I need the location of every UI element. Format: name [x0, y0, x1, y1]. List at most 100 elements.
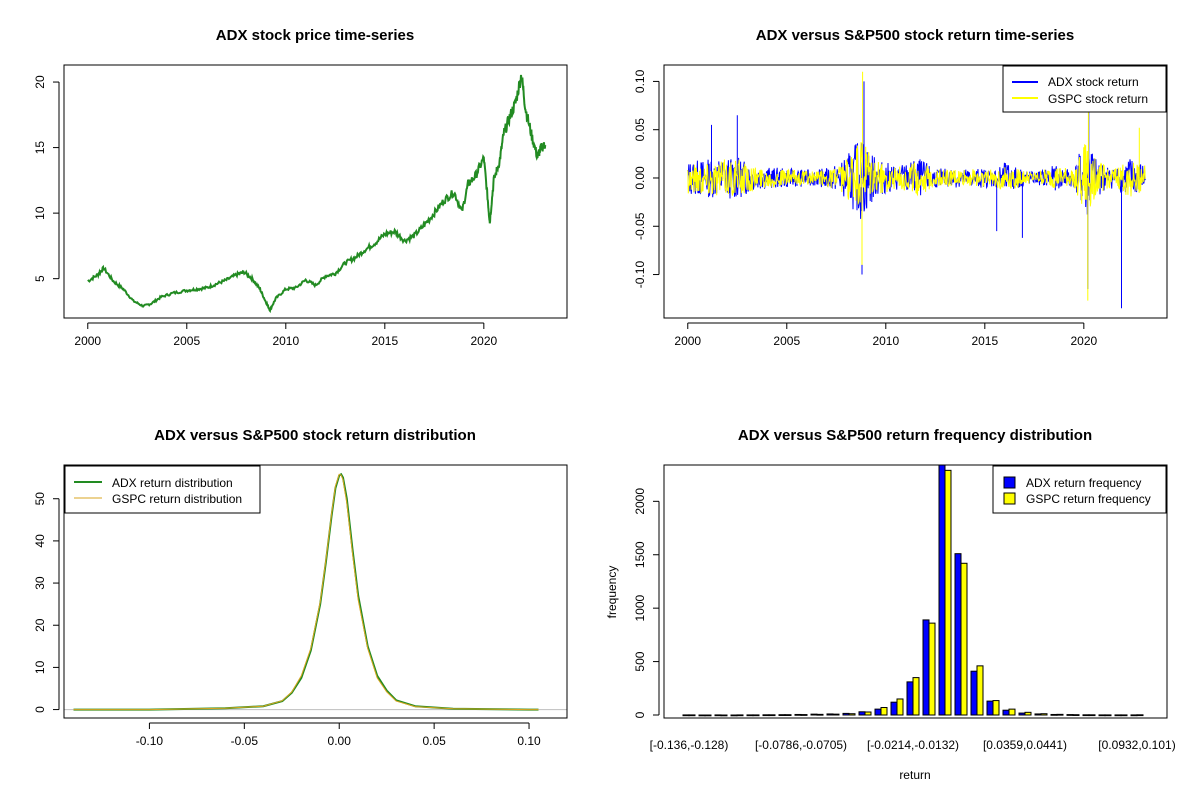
histogram-y-tick-label: 500	[633, 651, 647, 671]
histogram-y-tick-label: 0	[633, 711, 647, 718]
density-y-tick-label: 10	[33, 660, 47, 674]
gspc-frequency-bar	[928, 622, 936, 716]
density-y-tick-label: 0	[33, 706, 47, 713]
adx-frequency-bar	[762, 714, 770, 717]
density-legend: ADX return distribution GSPC return dist…	[64, 465, 261, 514]
gspc-frequency-bar	[768, 714, 776, 717]
adx-frequency-bar	[1066, 714, 1074, 716]
gspc-density-line	[73, 473, 539, 711]
price-y-tick-label: 15	[33, 141, 47, 155]
density-x-tick-label: -0.10	[136, 734, 164, 748]
gspc-frequency-bar	[1088, 714, 1096, 717]
density-axes: -0.10 -0.05 0.00 0.05 0.10 0 10 20 30 40 50	[33, 492, 541, 748]
price-x-tick-label: 2000	[74, 334, 101, 348]
returns-legend: ADX stock return GSPC stock return	[1002, 65, 1167, 113]
returns-x-tick-label: 2000	[674, 334, 701, 348]
adx-frequency-bar	[1018, 712, 1026, 716]
adx-frequency-bar	[810, 713, 818, 716]
adx-return-line	[687, 81, 1146, 309]
price-x-tick-label: 2010	[272, 334, 299, 348]
gspc-frequency-bar	[896, 698, 904, 716]
adx-frequency-bar	[1082, 714, 1090, 717]
density-series	[64, 472, 567, 711]
gspc-frequency-bar	[960, 562, 968, 716]
adx-frequency-bar	[1098, 714, 1106, 717]
returns-axes: 2000 2005 2010 2015 2020 -0.10 -0.05 0.00 0.05 0.…	[633, 69, 1097, 348]
panel-density: ADX versus S&P500 stock return distribut…	[33, 427, 568, 748]
gspc-frequency-bar	[1008, 708, 1016, 716]
gspc-frequency-bar	[976, 665, 984, 716]
adx-frequency-bar	[874, 708, 882, 716]
adx-frequency-bar	[970, 670, 978, 716]
gspc-frequency-bar	[1056, 713, 1064, 716]
gspc-frequency-bar	[720, 714, 728, 717]
density-x-tick-label: -0.05	[231, 734, 259, 748]
returns-x-tick-label: 2005	[773, 334, 800, 348]
returns-legend-box	[1002, 65, 1167, 113]
histogram-x-tick-label: [-0.0214,-0.0132)	[867, 738, 959, 752]
returns-title: ADX versus S&P500 stock return time-seri…	[756, 27, 1074, 44]
density-y-tick-label: 20	[33, 618, 47, 632]
gspc-frequency-bar	[832, 713, 840, 716]
gspc-frequency-bar	[784, 714, 792, 716]
panel-histogram: ADX versus S&P500 return frequency distr…	[605, 427, 1176, 782]
returns-x-tick-label: 2010	[872, 334, 899, 348]
gspc-frequency-bar	[944, 469, 952, 716]
price-line	[87, 74, 547, 314]
histogram-bars	[682, 464, 1144, 717]
adx-frequency-bar	[714, 714, 722, 717]
gspc-frequency-bar	[688, 714, 696, 717]
adx-frequency-bar	[938, 464, 946, 716]
returns-x-tick-label: 2015	[971, 334, 998, 348]
histogram-x-tick-label: [0.0359,0.0441)	[983, 738, 1067, 752]
adx-frequency-bar	[730, 714, 738, 717]
adx-frequency-bar	[698, 714, 706, 717]
legend-label-gspc-return: GSPC stock return	[1048, 92, 1148, 106]
adx-frequency-bar	[1050, 713, 1058, 716]
adx-frequency-bar	[778, 714, 786, 716]
gspc-frequency-bar	[1120, 714, 1128, 717]
histogram-xlabel: return	[899, 768, 930, 782]
gspc-frequency-bar	[1024, 711, 1032, 716]
histogram-legend: ADX return frequency GSPC return frequen…	[992, 465, 1167, 514]
adx-frequency-bar	[922, 619, 930, 716]
density-legend-box	[64, 465, 261, 514]
gspc-frequency-bar	[848, 713, 856, 716]
returns-y-tick-label: 0.05	[633, 118, 647, 142]
returns-series	[687, 71, 1146, 309]
histogram-ylabel: frequency	[605, 566, 619, 619]
price-series	[87, 74, 547, 314]
gspc-frequency-bar	[864, 711, 872, 716]
gspc-frequency-bar	[1072, 714, 1080, 716]
adx-frequency-bar	[1034, 713, 1042, 716]
panel-price: ADX stock price time-series 2000 2005 2010…	[33, 27, 568, 348]
gspc-frequency-bar	[752, 714, 760, 717]
gspc-frequency-bar	[992, 700, 1000, 716]
price-x-tick-label: 2015	[371, 334, 398, 348]
gspc-frequency-bar	[704, 714, 712, 717]
price-y-tick-label: 20	[33, 75, 47, 89]
density-x-tick-label: 0.00	[328, 734, 352, 748]
adx-frequency-bar	[746, 714, 754, 717]
adx-frequency-bar	[1130, 714, 1138, 717]
density-title: ADX versus S&P500 stock return distribut…	[154, 427, 476, 444]
price-axes: 2000 2005 2010 2015 2020 5 10 15 20	[33, 75, 497, 348]
density-plot-box	[63, 464, 568, 719]
gspc-return-line	[687, 71, 1146, 301]
adx-frequency-bar	[986, 700, 994, 716]
density-y-tick-label: 50	[33, 492, 47, 506]
gspc-frequency-bar	[816, 713, 824, 716]
returns-y-tick-label: 0.00	[633, 166, 647, 190]
histogram-plot-box	[663, 464, 1168, 719]
adx-frequency-bar	[842, 712, 850, 716]
gspc-frequency-bar	[1136, 714, 1144, 717]
price-x-tick-label: 2020	[470, 334, 497, 348]
price-plot-box	[63, 64, 568, 319]
price-title: ADX stock price time-series	[216, 27, 414, 44]
legend-label-gspc-frequency: GSPC return frequency	[1026, 492, 1151, 506]
density-x-tick-label: 0.10	[517, 734, 541, 748]
histogram-x-tick-label: [-0.0786,-0.0705)	[755, 738, 847, 752]
price-y-tick-label: 10	[33, 206, 47, 220]
legend-label-gspc-distribution: GSPC return distribution	[112, 492, 242, 506]
